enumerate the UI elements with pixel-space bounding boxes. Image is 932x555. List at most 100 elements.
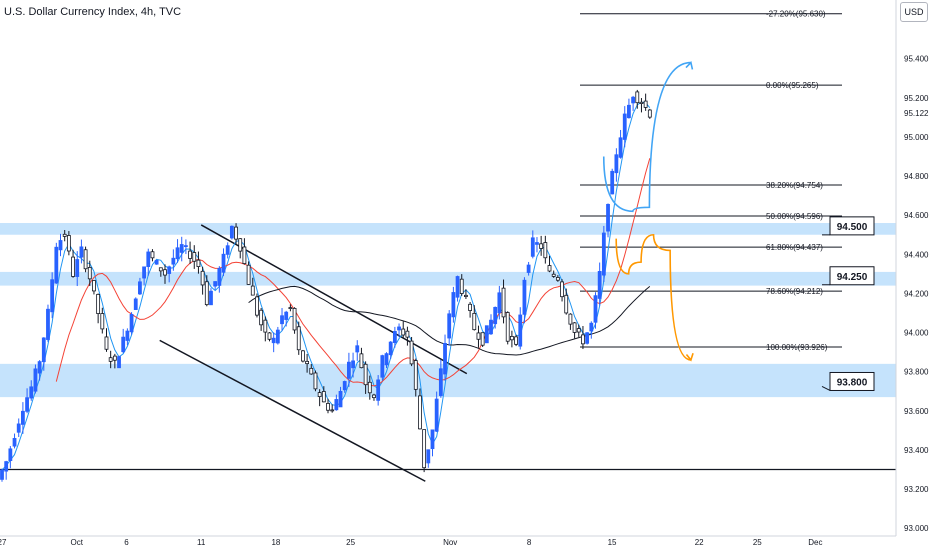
fib-label-5: 78.60%(94.212) xyxy=(766,287,823,296)
time-tick: Oct xyxy=(70,538,83,547)
candle xyxy=(564,288,569,315)
candle xyxy=(330,404,335,413)
zone-label-text: 94.500 xyxy=(837,222,868,233)
candle xyxy=(213,281,218,290)
time-tick: 27 xyxy=(0,538,7,547)
candle xyxy=(25,388,29,414)
candle xyxy=(493,306,498,329)
candle xyxy=(50,272,55,319)
bearish-arrow xyxy=(615,233,692,361)
candle xyxy=(246,261,251,285)
candle xyxy=(413,358,418,397)
candle xyxy=(183,239,188,255)
candle xyxy=(618,129,623,159)
candle xyxy=(301,349,305,363)
candle xyxy=(555,275,560,282)
candle xyxy=(635,89,640,109)
zone-band-0 xyxy=(0,223,896,235)
candle xyxy=(96,293,101,324)
fib-label-3: 50.00%(94.596) xyxy=(766,212,823,221)
candle xyxy=(33,364,38,394)
candle xyxy=(434,391,439,433)
candle xyxy=(610,168,615,195)
candle xyxy=(12,433,17,449)
candle xyxy=(405,326,410,346)
candle xyxy=(372,393,376,401)
candle xyxy=(438,359,443,398)
candle xyxy=(581,326,585,350)
candle xyxy=(16,418,21,438)
candle xyxy=(188,241,192,264)
candle xyxy=(572,322,577,339)
moving-averages xyxy=(1,101,651,471)
fib-label-0: -27.20%(95.630) xyxy=(766,10,826,19)
currency-badge[interactable]: USD xyxy=(900,2,928,22)
candle xyxy=(359,347,364,369)
bearish-arrow-head xyxy=(685,353,694,362)
time-tick: 6 xyxy=(124,538,129,547)
candle xyxy=(422,429,427,473)
candle xyxy=(305,354,310,373)
candle xyxy=(560,279,564,302)
time-tick: 18 xyxy=(271,538,280,547)
candle xyxy=(225,242,230,259)
candle xyxy=(288,304,293,312)
candle xyxy=(217,266,222,293)
price-tick: 94.200 xyxy=(904,289,929,298)
candle xyxy=(313,370,318,392)
candle xyxy=(614,148,619,182)
candle xyxy=(543,235,548,264)
candle xyxy=(238,238,243,259)
time-axis[interactable]: 27 Oct 6 11 18 25 Nov 8 15 22 25 Dec xyxy=(0,535,896,547)
zone-label-2: 93.800 xyxy=(821,371,875,391)
candle xyxy=(271,332,276,353)
price-tick: 93.800 xyxy=(904,368,929,377)
candle xyxy=(376,375,381,406)
candle xyxy=(647,108,652,119)
candle xyxy=(292,307,297,334)
price-axis[interactable]: 95.400 95.200 95.000 94.800 94.600 94.400 94.2… xyxy=(895,0,929,536)
candle xyxy=(204,275,209,307)
zone-labels: 94.500 94.250 93.800 xyxy=(821,216,875,391)
candle xyxy=(138,277,142,295)
candle xyxy=(129,312,134,335)
candle xyxy=(309,364,314,375)
candle xyxy=(489,314,493,335)
candle xyxy=(622,106,627,148)
candle xyxy=(234,223,238,245)
candle xyxy=(388,341,393,359)
candle xyxy=(79,239,84,264)
candle xyxy=(472,305,477,331)
candle xyxy=(142,266,147,286)
candle xyxy=(158,267,163,277)
price-tick: 93.000 xyxy=(904,524,929,533)
candle xyxy=(355,340,360,361)
chart-title: U.S. Dollar Currency Index, 4h, TVC xyxy=(4,6,182,18)
candle xyxy=(146,248,151,276)
candle xyxy=(380,354,385,381)
candle xyxy=(259,308,264,331)
time-tick: Dec xyxy=(808,538,822,547)
candle xyxy=(392,326,397,348)
candle xyxy=(530,230,535,259)
candle xyxy=(480,332,485,347)
candle xyxy=(468,301,473,318)
candle xyxy=(117,355,121,369)
candle xyxy=(125,328,130,346)
scenario-arrows[interactable] xyxy=(602,60,694,362)
candle xyxy=(539,235,544,256)
candle xyxy=(576,324,581,337)
candle xyxy=(568,313,573,330)
candle xyxy=(75,251,80,287)
candle xyxy=(196,251,201,274)
candle xyxy=(200,266,205,295)
time-tick: 25 xyxy=(753,538,762,547)
candle xyxy=(601,225,606,282)
candle xyxy=(8,446,13,469)
fibonacci-levels[interactable]: -27.20%(95.630) 0.00%(95.265) 38.20%(94.75… xyxy=(580,10,842,352)
candle xyxy=(317,389,322,407)
candle xyxy=(284,310,289,327)
candle xyxy=(547,255,552,273)
